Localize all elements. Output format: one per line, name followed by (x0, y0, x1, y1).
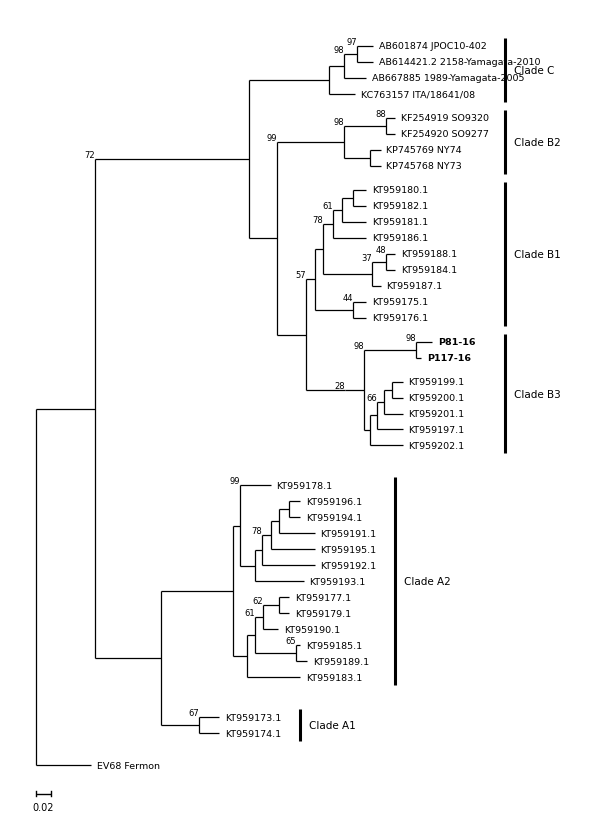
Text: 62: 62 (253, 596, 263, 605)
Text: KT959191.1: KT959191.1 (320, 529, 377, 538)
Text: KT959175.1: KT959175.1 (372, 298, 428, 306)
Text: KT959184.1: KT959184.1 (401, 266, 457, 275)
Text: KT959192.1: KT959192.1 (320, 561, 377, 570)
Text: KT959195.1: KT959195.1 (320, 545, 377, 554)
Text: KF254919 SO9320: KF254919 SO9320 (401, 114, 489, 123)
Text: 0.02: 0.02 (33, 802, 55, 812)
Text: KT959188.1: KT959188.1 (401, 250, 457, 259)
Text: KT959189.1: KT959189.1 (313, 657, 370, 666)
Text: 97: 97 (347, 38, 357, 47)
Text: 67: 67 (188, 708, 199, 717)
Text: KT959182.1: KT959182.1 (372, 202, 428, 211)
Text: AB667885 1989-Yamagata-2005: AB667885 1989-Yamagata-2005 (372, 75, 524, 84)
Text: KT959177.1: KT959177.1 (295, 593, 351, 602)
Text: 72: 72 (84, 151, 95, 160)
Text: 61: 61 (244, 609, 254, 618)
Text: AB614421.2 2158-Yamagata-2010: AB614421.2 2158-Yamagata-2010 (379, 58, 541, 67)
Text: 98: 98 (354, 341, 364, 350)
Text: KT959194.1: KT959194.1 (306, 513, 362, 522)
Text: 88: 88 (376, 109, 386, 118)
Text: KT959174.1: KT959174.1 (225, 729, 281, 738)
Text: Clade A1: Clade A1 (309, 720, 356, 730)
Text: Clade B1: Clade B1 (514, 249, 560, 259)
Text: KT959197.1: KT959197.1 (409, 426, 464, 435)
Text: Clade B3: Clade B3 (514, 389, 560, 399)
Text: KT959196.1: KT959196.1 (306, 498, 362, 506)
Text: 98: 98 (334, 46, 344, 55)
Text: 65: 65 (286, 637, 296, 646)
Text: 44: 44 (342, 293, 353, 302)
Text: KT959201.1: KT959201.1 (409, 410, 464, 418)
Text: KP745768 NY73: KP745768 NY73 (386, 162, 462, 171)
Text: 99: 99 (229, 477, 240, 486)
Text: 78: 78 (251, 527, 262, 536)
Text: EV68 Fermon: EV68 Fermon (97, 761, 160, 770)
Text: AB601874 JPOC10-402: AB601874 JPOC10-402 (379, 42, 487, 51)
Text: KT959193.1: KT959193.1 (310, 577, 366, 586)
Text: 28: 28 (335, 382, 346, 391)
Text: KT959176.1: KT959176.1 (372, 314, 428, 323)
Text: 66: 66 (366, 393, 377, 402)
Text: 61: 61 (322, 201, 333, 210)
Text: Clade C: Clade C (514, 65, 554, 76)
Text: KT959190.1: KT959190.1 (284, 625, 340, 634)
Text: Clade A2: Clade A2 (404, 576, 451, 586)
Text: 98: 98 (334, 118, 344, 127)
Text: KT959179.1: KT959179.1 (295, 609, 351, 618)
Text: KT959183.1: KT959183.1 (306, 673, 362, 682)
Text: KT959180.1: KT959180.1 (372, 186, 428, 195)
Text: 48: 48 (376, 245, 386, 254)
Text: 37: 37 (361, 253, 372, 262)
Text: KT959202.1: KT959202.1 (409, 441, 464, 450)
Text: KF254920 SO9277: KF254920 SO9277 (401, 130, 489, 139)
Text: Clade B2: Clade B2 (514, 137, 560, 147)
Text: KC763157 ITA/18641/08: KC763157 ITA/18641/08 (361, 90, 475, 99)
Text: KT959178.1: KT959178.1 (277, 481, 332, 490)
Text: KT959185.1: KT959185.1 (306, 641, 362, 650)
Text: KT959200.1: KT959200.1 (409, 393, 464, 402)
Text: 78: 78 (313, 215, 323, 224)
Text: P81-16: P81-16 (438, 338, 475, 347)
Text: KT959186.1: KT959186.1 (372, 233, 428, 243)
Text: 98: 98 (405, 333, 416, 342)
Text: KT959187.1: KT959187.1 (386, 282, 443, 291)
Text: KT959173.1: KT959173.1 (225, 713, 281, 722)
Text: KP745769 NY74: KP745769 NY74 (386, 146, 462, 155)
Text: KT959199.1: KT959199.1 (409, 378, 464, 387)
Text: 99: 99 (266, 133, 277, 142)
Text: 57: 57 (295, 271, 306, 280)
Text: KT959181.1: KT959181.1 (372, 218, 428, 227)
Text: P117-16: P117-16 (427, 354, 471, 363)
